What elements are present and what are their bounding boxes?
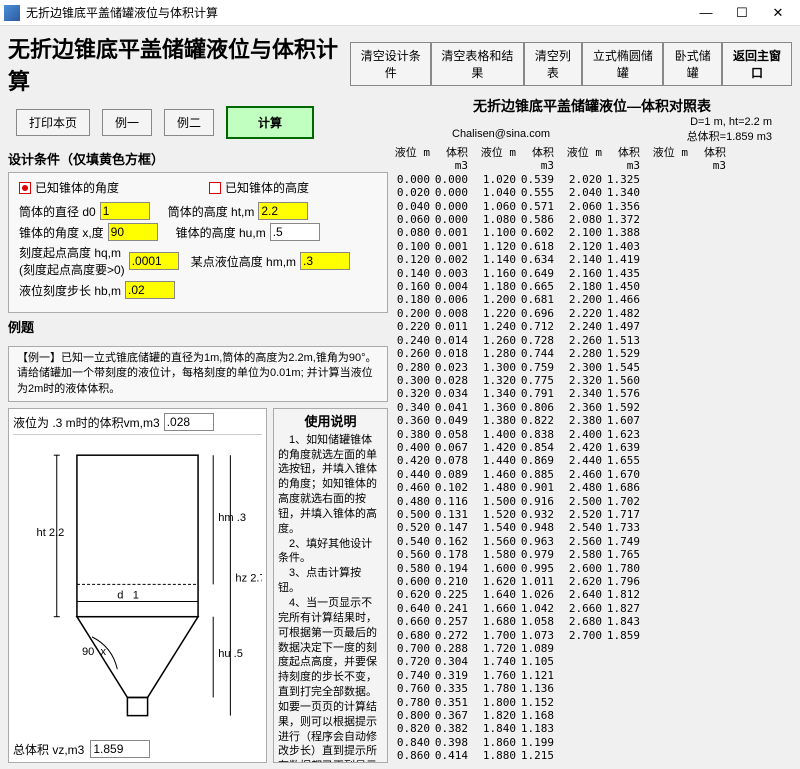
svg-text:hz 2.7: hz 2.7: [235, 573, 262, 585]
window-title: 无折边锥底平盖储罐液位与体积计算: [26, 4, 688, 21]
clear-table-button[interactable]: 清空表格和结果: [431, 42, 523, 86]
app-icon: [4, 5, 20, 21]
minimize-button[interactable]: —: [688, 2, 724, 24]
tank-diagram: ht 2.2 hm .3 hz 2.7 d 1 hu .5 90 x: [13, 435, 262, 738]
d0-input[interactable]: [100, 202, 150, 220]
clear-list-button[interactable]: 清空列表: [524, 42, 583, 86]
ht-input[interactable]: [258, 202, 308, 220]
calculate-button[interactable]: 计算: [226, 106, 314, 139]
svg-text:hu .5: hu .5: [218, 648, 243, 660]
svg-text:ht 2.2: ht 2.2: [37, 527, 65, 539]
svg-text:d 1: d 1: [117, 590, 139, 602]
design-title: 设计条件（仅填黄色方框）: [8, 149, 388, 168]
top-buttons: 清空设计条件 清空表格和结果 清空列表 立式椭圆储罐 卧式储罐 返回主窗口: [350, 42, 792, 86]
titlebar: 无折边锥底平盖储罐液位与体积计算 — ☐ ✕: [0, 0, 800, 26]
instructions-panel: 使用说明 1、如知储罐锥体的角度就选左面的单选按钮，并填入锥体的角度；如知锥体的…: [273, 408, 388, 763]
table-header: 无折边锥底平盖储罐液位—体积对照表 D=1 m, ht=2.2 m Chalis…: [392, 96, 792, 144]
example1-button[interactable]: 例一: [102, 109, 152, 136]
clear-design-button[interactable]: 清空设计条件: [350, 42, 431, 86]
results-table: 液位 m体积 m3液位 m体积 m3液位 m体积 m3液位 m体积 m3 0.0…: [392, 146, 792, 763]
example-text: 【例一】已知一立式锥底储罐的直径为1m,筒体的高度为2.2m,锥角为90°。请给…: [8, 346, 388, 402]
example-title: 例题: [8, 317, 388, 336]
page-heading: 无折边锥底平盖储罐液位与体积计算: [8, 32, 340, 96]
close-button[interactable]: ✕: [760, 2, 796, 24]
svg-text:90 x: 90 x: [82, 646, 107, 658]
diagram-panel: 液位为 .3 m时的体积vm,m3 ht 2.2 hm .3: [8, 408, 267, 763]
radio-known-angle[interactable]: 已知锥体的角度: [19, 179, 119, 196]
vz-output[interactable]: [90, 740, 150, 758]
hm-input[interactable]: [300, 252, 350, 270]
vm-output[interactable]: [164, 413, 214, 431]
svg-text:hm .3: hm .3: [218, 512, 246, 524]
example2-button[interactable]: 例二: [164, 109, 214, 136]
hb-input[interactable]: [125, 281, 175, 299]
print-button[interactable]: 打印本页: [16, 109, 90, 136]
return-main-button[interactable]: 返回主窗口: [722, 42, 792, 86]
radio-known-height[interactable]: 已知锥体的高度: [209, 179, 309, 196]
design-panel: 已知锥体的角度 已知锥体的高度 筒体的直径 d0 筒体的高度 ht,m 锥体的角…: [8, 172, 388, 313]
vertical-tank-button[interactable]: 立式椭圆储罐: [582, 42, 663, 86]
x-input[interactable]: [108, 223, 158, 241]
maximize-button[interactable]: ☐: [724, 2, 760, 24]
hu-input[interactable]: [270, 223, 320, 241]
horizontal-tank-button[interactable]: 卧式储罐: [663, 42, 722, 86]
hq-input[interactable]: [129, 252, 179, 270]
